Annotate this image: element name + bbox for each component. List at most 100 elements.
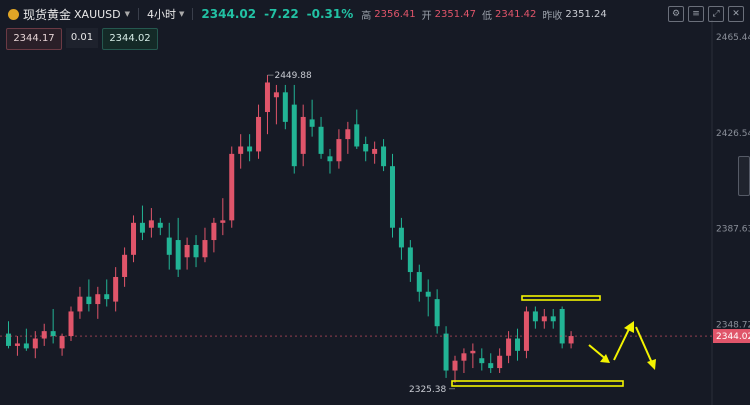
candle-body[interactable] <box>515 338 521 351</box>
symbol-code[interactable]: XAUUSD <box>74 7 121 21</box>
candle-body[interactable] <box>461 353 467 361</box>
candle-body[interactable] <box>470 350 476 354</box>
candle-body[interactable] <box>434 299 440 327</box>
candle-body[interactable] <box>345 129 351 140</box>
support-box[interactable] <box>451 380 624 387</box>
candle-body[interactable] <box>479 358 485 364</box>
candle-body[interactable] <box>488 363 494 369</box>
candle-body[interactable] <box>104 294 110 300</box>
candle-body[interactable] <box>443 333 449 371</box>
candle-body[interactable] <box>77 296 83 312</box>
candle-body[interactable] <box>425 291 431 297</box>
divider <box>192 8 194 20</box>
candle-body[interactable] <box>238 146 244 154</box>
candle-body[interactable] <box>131 222 137 255</box>
current-price-tag-text: 2344.02 <box>716 332 750 342</box>
candle-body[interactable] <box>41 331 47 339</box>
candle-body[interactable] <box>220 220 226 223</box>
candle-body[interactable] <box>363 144 369 152</box>
low-price-label: 2325.38 <box>409 385 446 395</box>
candle-body[interactable] <box>95 294 101 305</box>
candle-body[interactable] <box>318 126 324 154</box>
candle-body[interactable] <box>282 92 288 122</box>
chart-settings-icon[interactable]: ⚙ <box>668 6 684 22</box>
divider <box>138 8 140 20</box>
candle-body[interactable] <box>139 222 145 233</box>
candle-body[interactable] <box>229 153 235 221</box>
candle-body[interactable] <box>372 148 378 154</box>
fullscreen-icon[interactable]: ⤢ <box>708 6 724 22</box>
candle-body[interactable] <box>523 311 529 351</box>
candle-body[interactable] <box>273 92 279 98</box>
forecast-arrow-line[interactable] <box>613 326 631 361</box>
candle-body[interactable] <box>327 156 333 162</box>
candle-body[interactable] <box>6 333 11 346</box>
candle-body[interactable] <box>59 336 65 349</box>
candle-body[interactable] <box>389 166 395 228</box>
chevron-down-icon[interactable]: ▼ <box>124 10 131 18</box>
candle-body[interactable] <box>354 124 360 147</box>
arrow-head-icon <box>647 359 656 370</box>
candle-body[interactable] <box>175 240 181 270</box>
arrow-head-icon <box>600 354 610 363</box>
candle-body[interactable] <box>416 272 422 292</box>
candle-body[interactable] <box>86 296 92 305</box>
candle-body[interactable] <box>452 360 458 371</box>
candle-body[interactable] <box>291 104 297 167</box>
buy-price-button[interactable]: 2344.02 <box>102 28 158 50</box>
candle-body[interactable] <box>407 247 413 273</box>
candle-body[interactable] <box>23 343 29 349</box>
quantity-input[interactable]: 0.01 <box>66 28 98 48</box>
high-label: 高 <box>361 10 372 22</box>
chevron-down-icon[interactable]: ▼ <box>179 10 185 18</box>
candle-body[interactable] <box>184 244 190 258</box>
candle-body[interactable] <box>247 146 253 152</box>
candle-body[interactable] <box>50 331 56 337</box>
sell-price-button[interactable]: 2344.17 <box>6 28 62 50</box>
candle-body[interactable] <box>398 227 404 248</box>
candle-body[interactable] <box>157 222 163 228</box>
y-tick-label: 2348.72 <box>716 320 750 330</box>
candle-body[interactable] <box>264 82 270 113</box>
y-tick-label: 2387.63 <box>716 225 750 235</box>
indicators-icon[interactable]: ≡ <box>688 6 704 22</box>
candle-body[interactable] <box>300 116 306 154</box>
candle-body[interactable] <box>256 116 262 152</box>
interval-selector[interactable]: 4小时 <box>147 8 177 21</box>
candle-body[interactable] <box>202 240 208 258</box>
candle-body[interactable] <box>336 139 342 162</box>
prev-close-value: 2351.24 <box>565 8 607 20</box>
candle-body[interactable] <box>122 254 128 277</box>
price-change: -7.22 <box>264 7 299 21</box>
close-icon[interactable]: ✕ <box>728 6 744 22</box>
low-value: 2341.42 <box>495 8 537 20</box>
candle-body[interactable] <box>166 237 172 255</box>
candle-body[interactable] <box>541 316 547 322</box>
candle-body[interactable] <box>32 338 38 349</box>
candle-body[interactable] <box>148 220 154 228</box>
candle-body[interactable] <box>113 276 119 302</box>
candle-body[interactable] <box>506 338 512 356</box>
resistance-box[interactable] <box>521 295 601 301</box>
y-tick-label: 2465.44 <box>716 33 750 43</box>
candle-body[interactable] <box>532 311 538 322</box>
candle-body[interactable] <box>568 336 574 344</box>
high-value: 2356.41 <box>374 8 416 20</box>
candle-body[interactable] <box>193 244 199 258</box>
side-panel-toggle[interactable] <box>738 156 750 196</box>
candle-body[interactable] <box>497 355 503 369</box>
forecast-arrow-line[interactable] <box>635 326 653 364</box>
instrument-title[interactable]: 现货黄金 <box>23 7 72 22</box>
candle-body[interactable] <box>550 316 556 322</box>
chart-toolbar: ⚙ ≡ ⤢ ✕ <box>664 6 744 22</box>
candle-body[interactable] <box>211 222 217 241</box>
price-change-pct: -0.31% <box>306 7 354 21</box>
candle-body[interactable] <box>559 308 565 344</box>
candle-body[interactable] <box>309 119 315 127</box>
open-value: 2351.47 <box>434 8 477 20</box>
candle-body[interactable] <box>381 146 387 167</box>
candle-body[interactable] <box>14 343 20 346</box>
candle-body[interactable] <box>68 311 74 337</box>
